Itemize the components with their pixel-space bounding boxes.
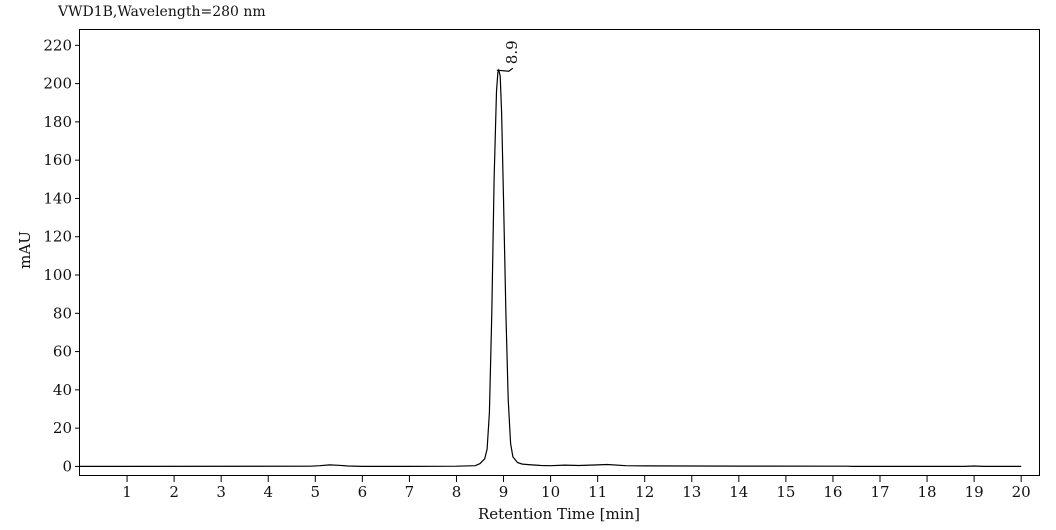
x-axis-label: Retention Time [min] xyxy=(478,505,640,523)
x-tick-label: 15 xyxy=(776,483,795,501)
x-tick-label: 18 xyxy=(918,483,937,501)
x-tick-label: 7 xyxy=(405,483,415,501)
x-tick-label: 6 xyxy=(358,483,368,501)
y-tick-label: 180 xyxy=(43,113,72,131)
plot-frame xyxy=(79,29,1040,476)
x-tick-label: 14 xyxy=(729,483,748,501)
x-tick-label: 4 xyxy=(263,483,273,501)
x-tick-label: 1 xyxy=(122,483,132,501)
x-tick-label: 3 xyxy=(216,483,226,501)
y-tick-label: 40 xyxy=(53,381,72,399)
x-axis: 1 2 3 4 5 6 7 8 9 10 11 12 13 14 15 16 17 18 19 20 xyxy=(122,476,1031,501)
y-tick-label: 80 xyxy=(53,304,72,322)
y-tick-label: 60 xyxy=(53,343,72,361)
y-tick-label: 160 xyxy=(43,151,72,169)
chart-title: VWD1B,Wavelength=280 nm xyxy=(57,4,266,20)
plot-area: 8.9 xyxy=(79,40,1022,467)
x-tick-label: 8 xyxy=(452,483,462,501)
x-tick-label: 2 xyxy=(169,483,179,501)
y-tick-label: 140 xyxy=(43,189,72,207)
series-line xyxy=(79,68,1022,467)
x-tick-label: 19 xyxy=(965,483,984,501)
y-tick-label: 100 xyxy=(43,266,72,284)
x-tick-label: 10 xyxy=(541,483,560,501)
y-tick-label: 20 xyxy=(53,419,72,437)
x-tick-label: 9 xyxy=(499,483,509,501)
y-axis-label: mAU xyxy=(16,231,34,269)
x-tick-label: 12 xyxy=(635,483,654,501)
x-tick-label: 17 xyxy=(870,483,889,501)
x-tick-label: 5 xyxy=(311,483,321,501)
x-tick-label: 11 xyxy=(588,483,607,501)
peak-label: 8.9 xyxy=(503,40,521,64)
x-tick-label: 13 xyxy=(682,483,701,501)
y-tick-label: 120 xyxy=(43,228,72,246)
peak-marker xyxy=(496,67,514,72)
y-tick-label: 220 xyxy=(43,36,72,54)
y-tick-label: 0 xyxy=(62,457,72,475)
x-tick-label: 20 xyxy=(1012,483,1031,501)
y-axis: 0 20 40 60 80 100 120 140 160 180 200 220 xyxy=(43,36,80,475)
y-tick-label: 200 xyxy=(43,75,72,93)
x-tick-label: 16 xyxy=(823,483,842,501)
